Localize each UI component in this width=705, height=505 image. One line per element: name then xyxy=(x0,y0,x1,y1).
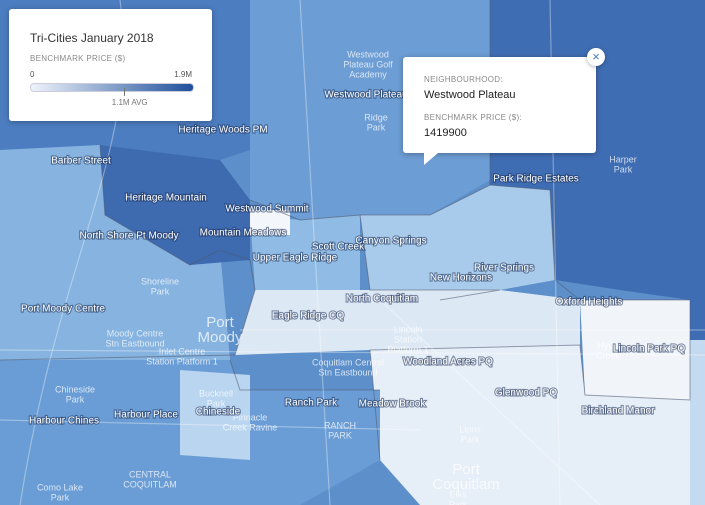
place-label: Coquitlam Central xyxy=(312,357,384,367)
place-label: Stn Eastbound xyxy=(105,338,164,348)
neighbourhood-label: Ranch Park xyxy=(285,398,338,409)
place-label: Academy xyxy=(349,69,387,79)
place-label: PARK xyxy=(328,430,352,440)
place-label: Moody Centre xyxy=(107,328,164,338)
place-label: Creek xyxy=(596,350,621,360)
boundaries xyxy=(0,0,691,461)
place-label: Park xyxy=(51,492,70,502)
neighbourhood-label: Mountain Meadows xyxy=(200,228,287,239)
region xyxy=(250,0,490,220)
neighbourhood-label: Westwood Summit xyxy=(225,204,308,215)
place-label: Park xyxy=(614,164,633,174)
legend-label: BENCHMARK PRICE ($) xyxy=(30,54,126,63)
close-button[interactable]: × xyxy=(587,48,605,66)
neighbourhood-label: Scott Creek xyxy=(312,242,365,253)
place-label: Station Platform 1 xyxy=(146,356,218,366)
place-label: Park xyxy=(151,286,170,296)
neighbourhood-label: Harbour Place xyxy=(114,410,178,421)
neighbourhood-label: Port Moody Centre xyxy=(21,304,105,315)
region xyxy=(580,300,690,400)
place-label: Ridge xyxy=(364,112,388,122)
place-label: Port xyxy=(206,314,234,331)
place-label: Park xyxy=(367,122,386,132)
popup-pointer xyxy=(424,153,438,165)
place-label: Plateau Golf xyxy=(343,59,393,69)
legend-avg-label: 1.1M AVG xyxy=(111,98,148,107)
region xyxy=(370,345,690,505)
region xyxy=(0,145,230,360)
place-label: Bucknell xyxy=(199,388,233,398)
place-label: Hyde xyxy=(597,340,618,350)
legend: Tri-Cities January 2018 BENCHMARK PRICE … xyxy=(9,9,212,121)
place-label: Moody xyxy=(197,329,243,346)
neighbourhood-label: Birchland Manor xyxy=(582,406,655,417)
place-label: Pinnacle xyxy=(233,412,268,422)
legend-max: 1.9M xyxy=(174,70,192,79)
neighbourhood-label: Eagle Ridge CQ xyxy=(272,311,344,322)
place-label: Lions xyxy=(459,424,481,434)
popup-label: BENCHMARK PRICE ($): xyxy=(424,113,523,122)
neighbourhood-label: Glenwood PQ xyxy=(495,388,557,399)
neighbourhood-label: Westwood Plateau xyxy=(324,90,407,101)
neighbourhood-label: North Coquitlam xyxy=(346,294,418,305)
neighbourhood-label: Harbour Chines xyxy=(29,416,99,427)
neighbourhood-label: Lincoln Park PQ xyxy=(613,344,685,355)
place-label: Como Lake xyxy=(37,482,83,492)
region xyxy=(100,145,250,265)
region xyxy=(690,340,705,505)
popup: NEIGHBOURHOOD: Westwood Plateau BENCHMAR… xyxy=(403,48,605,165)
place-label: Elks xyxy=(449,489,467,499)
neighbourhood-label: Park Ridge Estates xyxy=(493,174,579,185)
place-label: COQUITLAM xyxy=(123,479,177,489)
place-label: Westwood xyxy=(347,49,389,59)
legend-title: Tri-Cities January 2018 xyxy=(30,31,154,45)
place-label: Park xyxy=(66,394,85,404)
region xyxy=(250,210,290,235)
place-label: Inlet Centre xyxy=(159,346,206,356)
neighbourhood-label: Chineside xyxy=(196,407,241,418)
legend-scale xyxy=(30,83,194,92)
place-label: Lincoln xyxy=(394,324,423,334)
neighbourhood-label: Heritage Woods PM xyxy=(178,125,267,136)
neighbourhood-label: Woodland Acres PQ xyxy=(403,357,493,368)
place-label: Stn Eastbound xyxy=(318,367,377,377)
neighbourhood-label: North Shore Pt Moody xyxy=(80,231,179,242)
place-label: Park xyxy=(461,434,480,444)
popup-price: 1419900 xyxy=(424,127,467,139)
place-label: Port xyxy=(452,461,480,478)
place-label: CENTRAL xyxy=(129,469,171,479)
neighbourhood-label: New Horizons xyxy=(430,273,492,284)
legend-min: 0 xyxy=(30,70,35,79)
neighbourhood-label: Oxford Heights xyxy=(556,297,623,308)
neighbourhood-label: Barber Street xyxy=(51,156,111,167)
place-label: Harper xyxy=(609,154,637,164)
place-label: Park xyxy=(449,499,468,505)
neighbourhood-label: Canyon Springs xyxy=(355,236,426,247)
legend-avg-tick xyxy=(123,88,125,96)
place-label: Shoreline xyxy=(141,276,179,286)
place-label: Park xyxy=(207,398,226,408)
neighbourhood-label: Meadow Brook xyxy=(359,399,427,410)
region xyxy=(235,290,580,355)
place-label: Platform 1 xyxy=(387,344,428,354)
place-label: Station xyxy=(394,334,422,344)
neighbourhood-label: Upper Eagle Ridge xyxy=(253,253,338,264)
popup-label: NEIGHBOURHOOD: xyxy=(424,75,503,84)
region xyxy=(180,370,250,460)
popup-neighbourhood: Westwood Plateau xyxy=(424,89,516,101)
region xyxy=(360,185,555,300)
neighbourhood-label: River Springs xyxy=(474,263,534,274)
neighbourhood-label: Heritage Mountain xyxy=(125,193,207,204)
place-label: RANCH xyxy=(324,420,356,430)
place-label: Creek Ravine xyxy=(223,422,278,432)
place-label: Coquitlam xyxy=(432,476,500,493)
place-label: Chineside xyxy=(55,384,95,394)
